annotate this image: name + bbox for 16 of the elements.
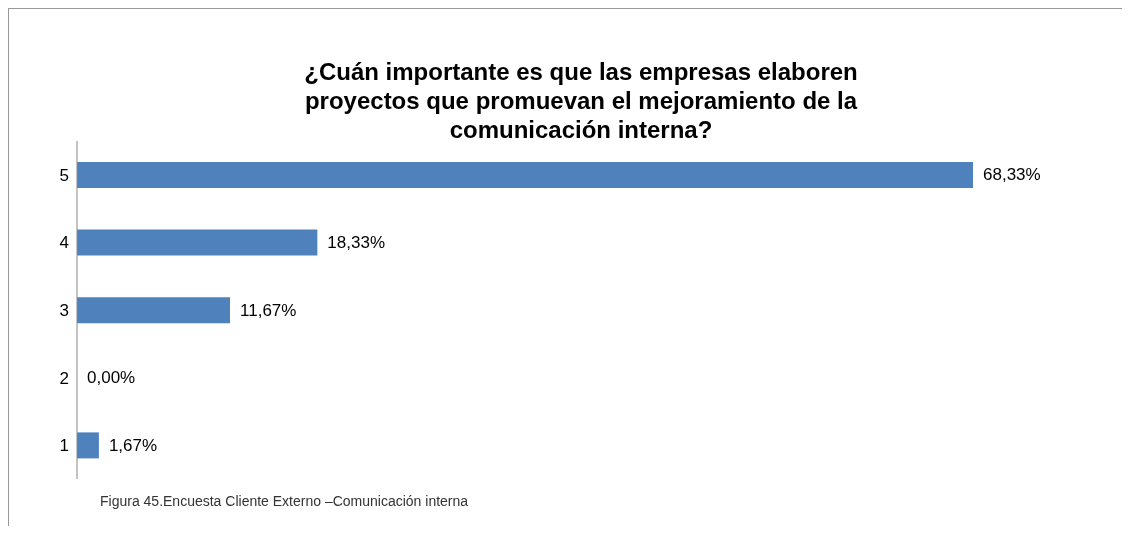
data-label: 0,00% xyxy=(87,368,136,388)
y-tick-label: 4 xyxy=(59,233,69,253)
bar xyxy=(77,162,973,188)
y-tick-label: 3 xyxy=(59,301,69,321)
data-label: 18,33% xyxy=(327,232,386,252)
data-label: 11,67% xyxy=(240,300,297,320)
bar xyxy=(77,229,318,256)
text: Figura 45.Encuesta Cliente Externo –Comunicación interna xyxy=(100,493,469,509)
y-tick-label: 2 xyxy=(59,368,69,388)
y-tick-label: 5 xyxy=(59,165,69,185)
data-label: 1,67% xyxy=(108,435,158,455)
y-tick-label: 1 xyxy=(59,436,69,456)
bar xyxy=(77,432,99,459)
chart-title: ¿Cuán importante es que las empresas elaboren proyectos que promuevan el mejoramiento de la comunicación interna? xyxy=(303,57,859,144)
data-label: 68,33% xyxy=(983,165,1041,185)
bar xyxy=(77,297,231,324)
